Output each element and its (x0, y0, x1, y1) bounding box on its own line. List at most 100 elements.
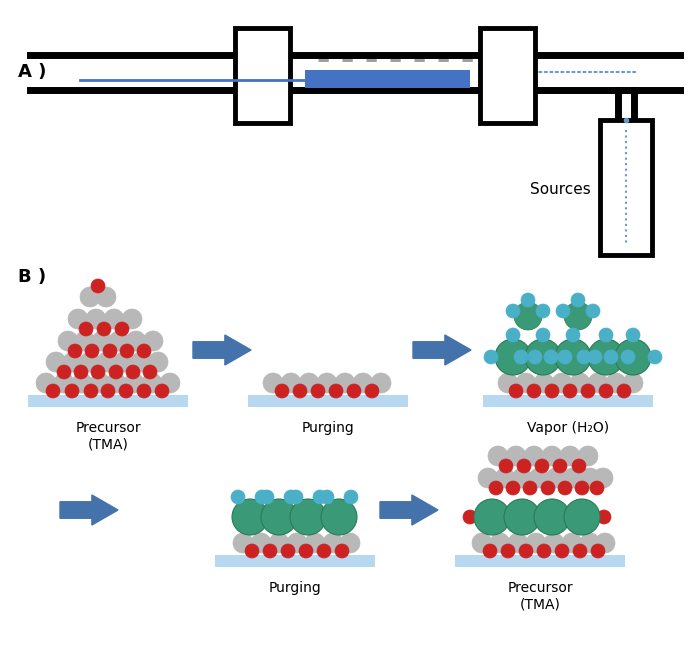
Bar (305, 70, 470, 88)
Circle shape (558, 350, 572, 364)
Circle shape (232, 499, 268, 535)
Circle shape (504, 499, 540, 535)
Circle shape (599, 328, 613, 342)
Circle shape (91, 279, 105, 293)
Circle shape (63, 352, 83, 372)
Circle shape (320, 490, 334, 504)
Bar (455, 555, 625, 567)
Circle shape (86, 309, 106, 329)
Circle shape (97, 352, 117, 372)
Circle shape (536, 304, 550, 318)
Circle shape (305, 533, 325, 553)
Circle shape (523, 481, 537, 495)
Circle shape (595, 533, 615, 553)
Circle shape (553, 510, 567, 524)
Circle shape (75, 331, 95, 351)
Circle shape (604, 350, 618, 364)
Circle shape (260, 490, 274, 504)
Circle shape (553, 459, 567, 473)
Circle shape (519, 544, 533, 558)
Circle shape (566, 328, 580, 342)
Circle shape (299, 373, 319, 393)
Circle shape (534, 499, 570, 535)
Circle shape (74, 365, 88, 379)
Circle shape (335, 544, 349, 558)
Circle shape (580, 533, 600, 553)
Circle shape (567, 510, 581, 524)
Circle shape (546, 468, 566, 488)
Circle shape (84, 384, 98, 398)
Circle shape (90, 373, 110, 393)
Polygon shape (413, 335, 471, 365)
Circle shape (544, 350, 558, 364)
Circle shape (97, 322, 111, 336)
Polygon shape (60, 495, 118, 525)
Circle shape (299, 544, 313, 558)
Circle shape (353, 373, 373, 393)
Circle shape (523, 510, 537, 524)
Circle shape (563, 384, 577, 398)
Circle shape (263, 544, 277, 558)
Circle shape (556, 304, 570, 318)
Circle shape (528, 350, 542, 364)
Circle shape (617, 384, 631, 398)
Circle shape (245, 544, 259, 558)
Circle shape (335, 373, 355, 393)
Circle shape (287, 533, 307, 553)
Text: Purging: Purging (269, 581, 321, 595)
Text: Sources: Sources (530, 183, 591, 197)
Circle shape (498, 373, 518, 393)
Circle shape (615, 339, 651, 375)
Circle shape (621, 350, 635, 364)
Circle shape (293, 384, 307, 398)
Circle shape (577, 350, 591, 364)
Circle shape (572, 459, 586, 473)
Circle shape (251, 533, 271, 553)
Circle shape (534, 373, 554, 393)
Circle shape (261, 499, 297, 535)
Bar (215, 555, 375, 567)
Bar (480, 28, 535, 123)
Text: Precursor
(TMA): Precursor (TMA) (508, 581, 573, 611)
Circle shape (560, 446, 580, 466)
Text: A ): A ) (18, 63, 46, 81)
Circle shape (474, 499, 510, 535)
Circle shape (623, 373, 643, 393)
Circle shape (575, 481, 589, 495)
Circle shape (269, 533, 289, 553)
Circle shape (122, 309, 142, 329)
Circle shape (103, 344, 117, 358)
Circle shape (96, 287, 116, 307)
Circle shape (490, 533, 510, 553)
Circle shape (281, 544, 295, 558)
Circle shape (588, 373, 608, 393)
Circle shape (68, 309, 88, 329)
Circle shape (564, 302, 592, 330)
Circle shape (143, 365, 157, 379)
Circle shape (143, 331, 163, 351)
Circle shape (488, 446, 508, 466)
Circle shape (65, 384, 79, 398)
Circle shape (512, 468, 532, 488)
Circle shape (499, 459, 513, 473)
Bar (600, 120, 652, 255)
Circle shape (563, 468, 583, 488)
Circle shape (472, 533, 492, 553)
Circle shape (80, 352, 100, 372)
Circle shape (155, 384, 169, 398)
Text: Purging: Purging (302, 421, 354, 435)
Circle shape (109, 365, 123, 379)
Circle shape (92, 331, 112, 351)
Bar (235, 28, 290, 123)
Circle shape (648, 350, 662, 364)
Circle shape (289, 490, 303, 504)
Circle shape (148, 352, 168, 372)
Circle shape (340, 533, 360, 553)
Circle shape (588, 350, 602, 364)
Circle shape (564, 499, 600, 535)
Circle shape (501, 544, 515, 558)
Circle shape (109, 331, 129, 351)
Circle shape (570, 373, 590, 393)
Circle shape (463, 510, 477, 524)
Circle shape (365, 384, 379, 398)
